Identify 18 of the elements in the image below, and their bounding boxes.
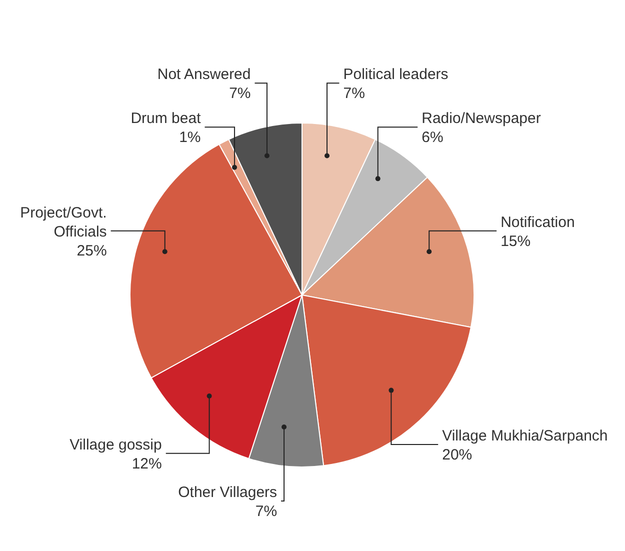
data-label: 7% xyxy=(255,503,278,520)
data-label: 20% xyxy=(442,446,472,464)
slice-label: Political leaders xyxy=(343,66,448,84)
slice-label: Notification xyxy=(500,214,575,231)
slice-label: Radio/Newspaper xyxy=(422,110,541,128)
data-label: 15% xyxy=(500,232,531,250)
slice-label: Drum beat xyxy=(130,110,202,128)
data-label: 6% xyxy=(422,129,444,146)
slice-label: Village Mukhia/Sarpanch xyxy=(442,428,608,445)
data-label: 25% xyxy=(76,242,107,260)
slice-label: Not Answered xyxy=(157,66,251,84)
slice-label: Other Villagers xyxy=(178,484,278,502)
data-label: 7% xyxy=(229,85,251,102)
data-label: 7% xyxy=(343,85,365,102)
data-label: 1% xyxy=(179,129,201,146)
slice-label: Project/Govt. Officials xyxy=(20,204,107,240)
slice-label: Village gossip xyxy=(70,436,162,454)
data-label: 12% xyxy=(132,455,162,472)
